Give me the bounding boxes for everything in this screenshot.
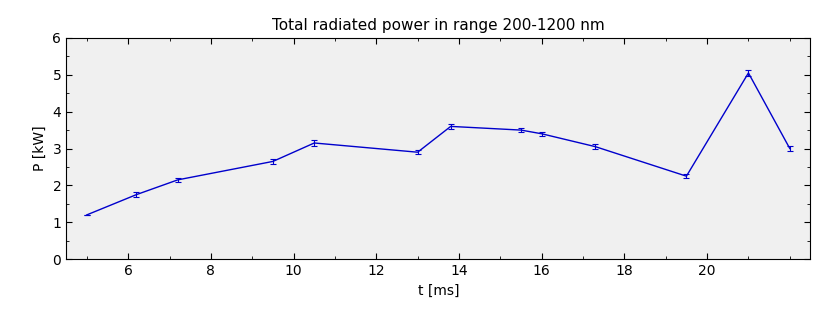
Y-axis label: P [kW]: P [kW] — [33, 126, 47, 171]
Title: Total radiated power in range 200-1200 nm: Total radiated power in range 200-1200 n… — [272, 18, 605, 33]
X-axis label: t [ms]: t [ms] — [418, 283, 459, 298]
